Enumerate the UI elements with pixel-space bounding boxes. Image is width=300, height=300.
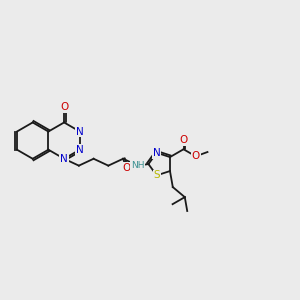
Text: NH: NH: [131, 161, 145, 170]
Text: O: O: [60, 103, 68, 112]
Text: N: N: [76, 127, 84, 136]
Text: N: N: [153, 148, 160, 158]
Text: N: N: [60, 154, 68, 164]
Text: O: O: [122, 163, 130, 173]
Text: S: S: [153, 170, 160, 180]
Text: O: O: [179, 135, 188, 145]
Text: N: N: [76, 145, 84, 155]
Text: O: O: [192, 151, 200, 161]
